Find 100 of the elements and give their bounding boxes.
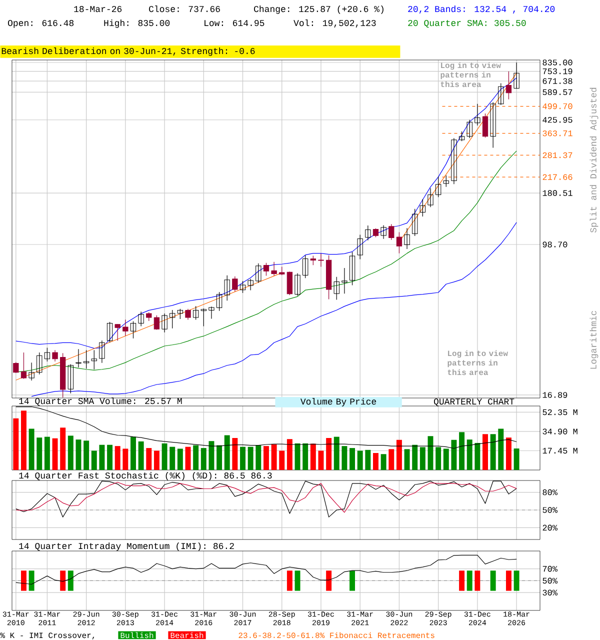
bar [412, 444, 418, 470]
bar [490, 434, 496, 470]
bar [286, 439, 292, 470]
bar [420, 447, 426, 470]
bar [208, 441, 214, 470]
candlestick [114, 324, 120, 342]
candlestick [170, 310, 176, 329]
bar [138, 441, 144, 470]
candlestick [451, 138, 457, 184]
y-tick-label: 30% [542, 590, 558, 596]
bar [185, 446, 191, 470]
bar [482, 434, 488, 470]
y-tick-label: 20% [542, 524, 558, 531]
bar [170, 446, 176, 470]
candlestick [294, 273, 300, 296]
bar [200, 448, 206, 470]
candlestick [232, 276, 238, 292]
y-tick-label: 50% [542, 578, 558, 584]
bar [506, 438, 512, 470]
candlestick [162, 313, 168, 333]
bar [44, 436, 50, 470]
bar [193, 445, 199, 470]
candlestick [474, 104, 480, 126]
bar [20, 410, 26, 470]
candlestick [122, 319, 128, 336]
annotation: Volume By Price [300, 398, 376, 406]
candlestick [357, 234, 363, 260]
ref-line-label: 281.37 [542, 152, 572, 158]
chart-title: 14 Quarter Intraday Momentum (IMI): 86.2 [19, 542, 234, 551]
candlestick [13, 362, 19, 374]
y-tick-label: 425.95 [542, 116, 572, 123]
candlestick [52, 350, 58, 362]
candlestick [91, 350, 97, 370]
candlestick [506, 71, 512, 100]
bar [357, 450, 363, 470]
candlestick [68, 364, 74, 394]
candlestick [466, 120, 472, 138]
candlestick [443, 175, 449, 188]
candlestick [310, 255, 316, 266]
candlestick [192, 306, 199, 320]
candlestick [36, 352, 42, 375]
candlestick [106, 322, 113, 343]
text: % K - IMI Crossover, [0, 632, 94, 640]
candlestick [334, 276, 340, 300]
candlestick [83, 350, 90, 369]
bar [60, 428, 66, 470]
text: Split and Dividend Adjusted [590, 88, 598, 233]
bar [76, 440, 82, 470]
bar [279, 450, 285, 470]
y-tick-label: 50% [542, 507, 558, 513]
candlestick [420, 198, 426, 217]
y-tick-label: 34.90 M [542, 428, 578, 434]
bar [240, 446, 246, 470]
ref-line-label: 363.71 [542, 130, 572, 136]
chart-title: 14 Quarter SMA Volume: 25.57 M [19, 397, 182, 406]
candlestick [76, 348, 82, 368]
candlestick [130, 320, 136, 339]
text: Bullish [120, 632, 154, 638]
candlestick [498, 82, 504, 106]
y-tick-label: 835.00 [542, 60, 572, 66]
bar [216, 445, 222, 470]
bar [294, 443, 300, 470]
candlestick [302, 255, 308, 278]
candlestick [428, 188, 434, 208]
annotation: Log in to view patterns in this area [440, 62, 501, 88]
text: High: 835.00 [104, 19, 170, 28]
bar [396, 440, 402, 470]
candlestick [380, 224, 386, 240]
bar [28, 428, 34, 470]
annotation: QUARTERLY CHART [434, 398, 514, 406]
candlestick [263, 262, 270, 276]
bar [318, 450, 324, 470]
text: Vol: 19,502,123 [294, 19, 376, 28]
text: Close: 737.66 [149, 5, 220, 12]
candlestick [349, 252, 356, 286]
candlestick [256, 263, 262, 284]
text: Open: 616.48 [8, 20, 74, 28]
text: Low: 614.95 [204, 20, 264, 26]
bar [326, 438, 332, 470]
candlestick [138, 311, 144, 327]
bar [334, 436, 340, 470]
bar [248, 446, 254, 470]
text: Change: 125.87 (+20.6 %) [254, 5, 384, 14]
candlestick [240, 280, 246, 294]
y-tick-label: 80% [542, 489, 558, 496]
candlestick [458, 131, 465, 142]
bar [162, 443, 168, 470]
bar [310, 444, 316, 470]
candlestick [44, 347, 50, 362]
text: 20,2 Bands: 132.54 , 704.20 [408, 5, 555, 14]
candlestick [200, 308, 206, 327]
candlestick [404, 228, 410, 250]
bar [154, 450, 160, 470]
bar [99, 444, 105, 470]
candlestick [271, 262, 277, 276]
candlestick [412, 208, 418, 236]
bar [365, 450, 371, 470]
text: 23.6-38.2-50-61.8% Fibonacci Retracements [238, 632, 434, 638]
bar [459, 432, 465, 470]
annotation: Log in to view patterns in this area [448, 350, 508, 376]
